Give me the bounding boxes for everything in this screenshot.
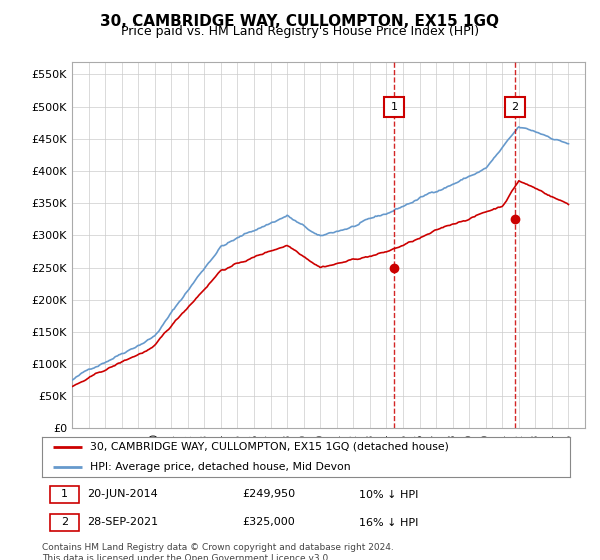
- Text: 10% ↓ HPI: 10% ↓ HPI: [359, 489, 418, 500]
- Text: 30, CAMBRIDGE WAY, CULLOMPTON, EX15 1GQ: 30, CAMBRIDGE WAY, CULLOMPTON, EX15 1GQ: [101, 14, 499, 29]
- Text: £325,000: £325,000: [242, 517, 295, 528]
- Text: 28-SEP-2021: 28-SEP-2021: [87, 517, 158, 528]
- Text: 16% ↓ HPI: 16% ↓ HPI: [359, 517, 418, 528]
- Text: 30, CAMBRIDGE WAY, CULLOMPTON, EX15 1GQ (detached house): 30, CAMBRIDGE WAY, CULLOMPTON, EX15 1GQ …: [89, 442, 448, 452]
- Text: 2: 2: [511, 102, 518, 111]
- Text: 1: 1: [61, 489, 68, 500]
- Text: 20-JUN-2014: 20-JUN-2014: [87, 489, 158, 500]
- Text: HPI: Average price, detached house, Mid Devon: HPI: Average price, detached house, Mid …: [89, 462, 350, 472]
- FancyBboxPatch shape: [50, 514, 79, 531]
- Text: Price paid vs. HM Land Registry's House Price Index (HPI): Price paid vs. HM Land Registry's House …: [121, 25, 479, 38]
- Text: 1: 1: [391, 102, 398, 111]
- FancyBboxPatch shape: [50, 486, 79, 503]
- Text: Contains HM Land Registry data © Crown copyright and database right 2024.
This d: Contains HM Land Registry data © Crown c…: [42, 543, 394, 560]
- Text: £249,950: £249,950: [242, 489, 296, 500]
- Text: 2: 2: [61, 517, 68, 528]
